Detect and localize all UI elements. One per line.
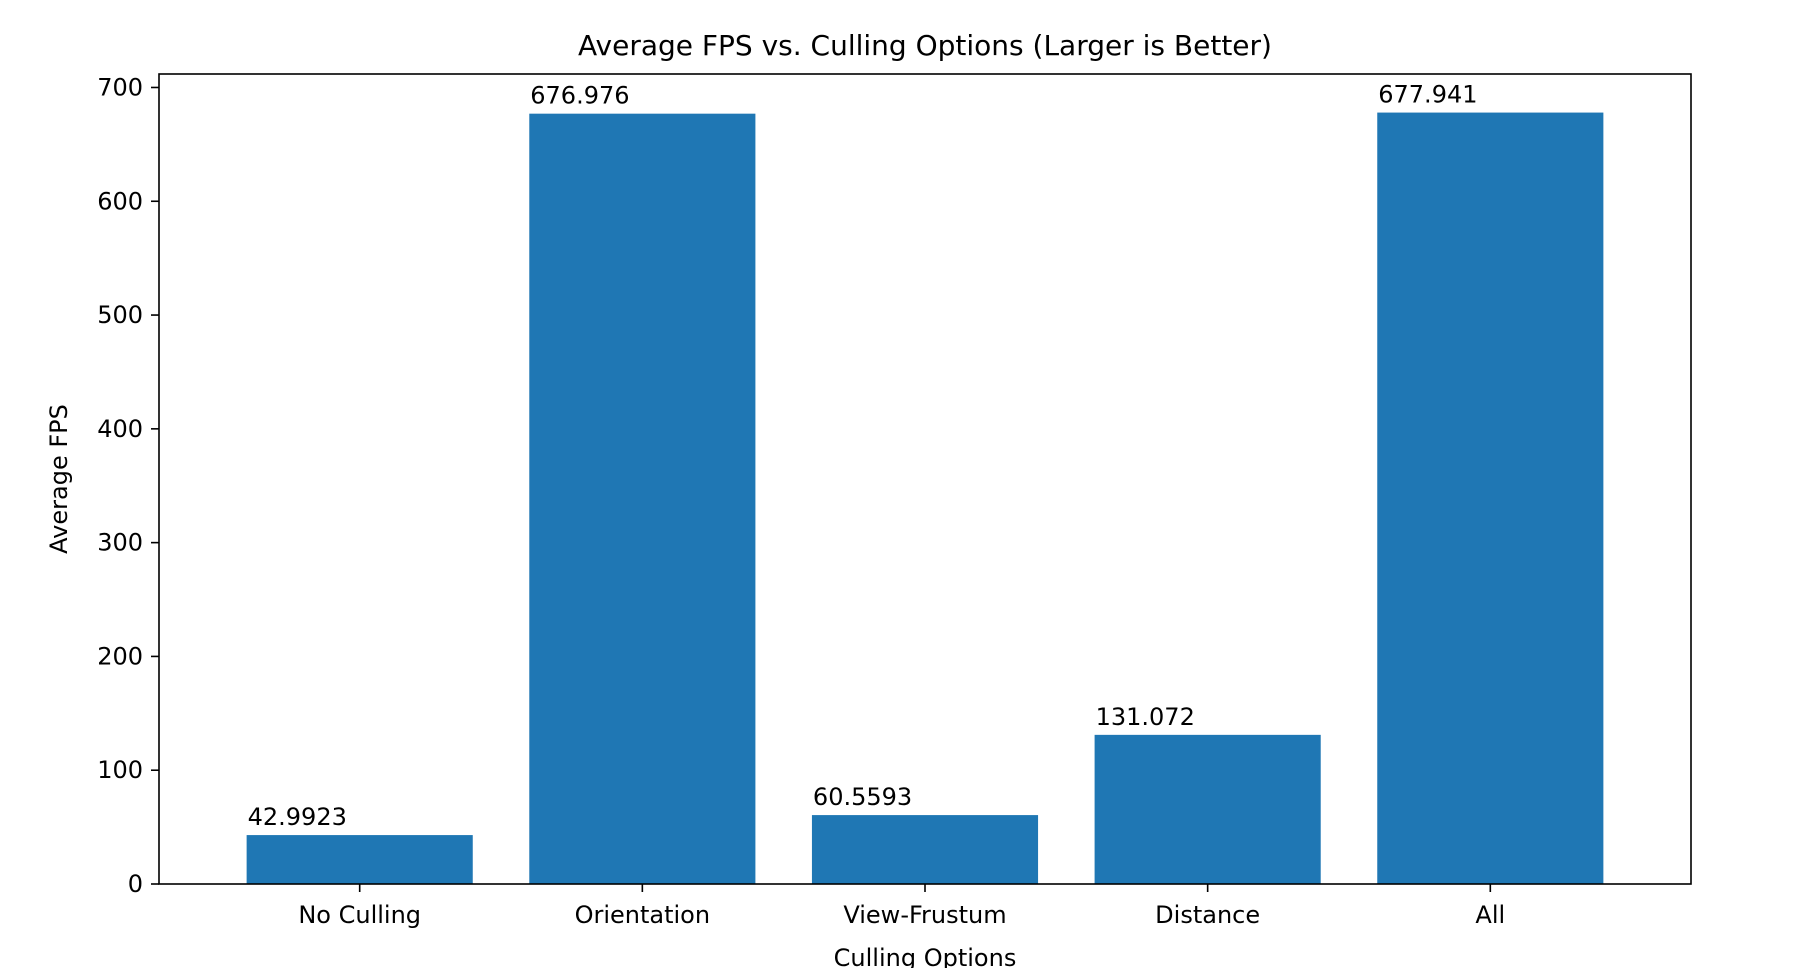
y-tick-label: 100 bbox=[97, 756, 143, 784]
y-tick-label: 400 bbox=[97, 415, 143, 443]
bar-value-label: 677.941 bbox=[1378, 81, 1477, 109]
y-tick-label: 0 bbox=[128, 870, 143, 898]
y-tick-label: 600 bbox=[97, 187, 143, 215]
y-axis-label: Average FPS bbox=[45, 404, 73, 554]
bars-group bbox=[246, 112, 1604, 884]
bar-value-label: 42.9923 bbox=[248, 803, 347, 831]
y-tick-label: 500 bbox=[97, 301, 143, 329]
bar-view-frustum bbox=[811, 815, 1039, 884]
x-axis-label: Culling Options bbox=[834, 944, 1017, 968]
x-tick-label: View-Frustum bbox=[843, 901, 1006, 929]
bar-all bbox=[1377, 112, 1604, 884]
y-axis: 0 100 200 300 400 500 600 700 bbox=[97, 73, 159, 898]
y-tick-label: 700 bbox=[97, 73, 143, 101]
data-labels-group: 42.9923 676.976 60.5593 131.072 677.941 bbox=[248, 81, 1478, 832]
x-tick-label: All bbox=[1475, 901, 1505, 929]
bar-no-culling bbox=[246, 835, 473, 884]
y-tick-label: 300 bbox=[97, 529, 143, 557]
x-axis: No Culling Orientation View-Frustum Distanc… bbox=[298, 884, 1505, 929]
x-tick-label: Orientation bbox=[575, 901, 711, 929]
chart-title: Average FPS vs. Culling Options (Larger … bbox=[578, 29, 1272, 62]
bar-distance bbox=[1094, 734, 1321, 884]
bar-orientation bbox=[529, 113, 756, 884]
bar-value-label: 676.976 bbox=[530, 82, 629, 110]
bar-value-label: 131.072 bbox=[1096, 703, 1195, 731]
plot-frame bbox=[158, 73, 1692, 885]
y-tick-label: 200 bbox=[97, 642, 143, 670]
x-tick-label: Distance bbox=[1155, 901, 1260, 929]
x-tick-label: No Culling bbox=[298, 901, 421, 929]
bar-value-label: 60.5593 bbox=[813, 783, 912, 811]
